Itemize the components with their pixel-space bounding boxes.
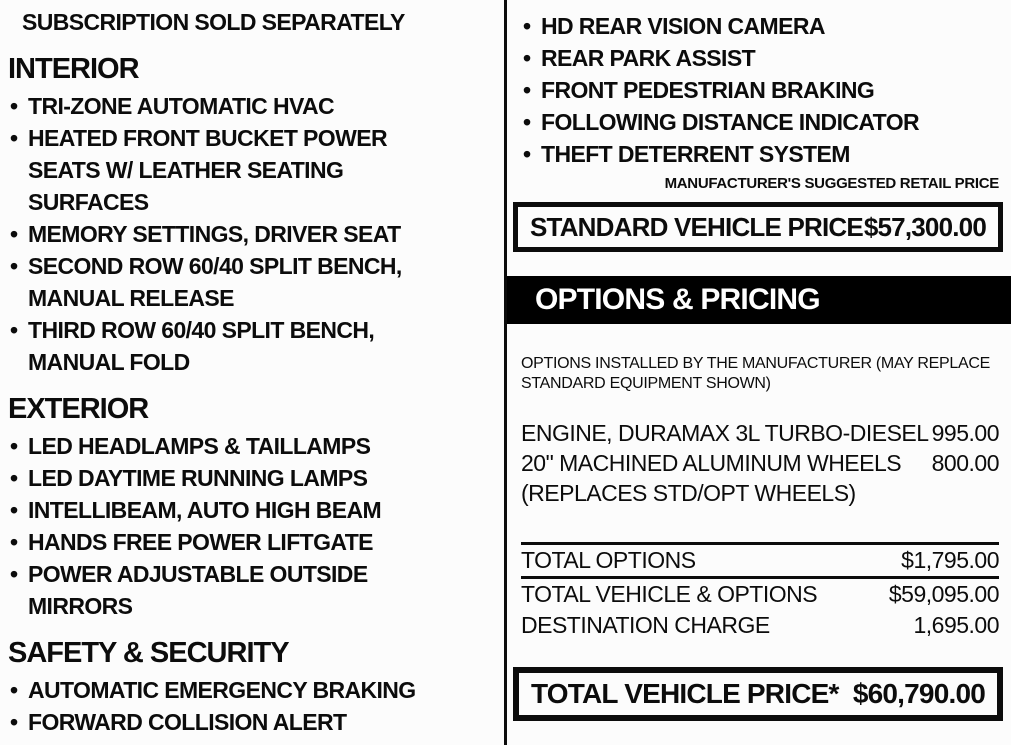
feature-text: SECOND ROW 60/40 SPLIT BENCH, MANUAL REL… [28,253,402,311]
feature-text: POWER ADJUSTABLE OUTSIDE MIRRORS [28,561,368,619]
feature-text: AUTOMATIC EMERGENCY BRAKING [28,677,416,703]
feature-text: REAR PARK ASSIST [541,45,756,71]
feature-item: HANDS FREE POWER LIFTGATE [8,526,494,558]
feature-item: FOLLOWING DISTANCE INDICATOR [521,106,999,138]
pricing-right-column: HD REAR VISION CAMERA REAR PARK ASSIST F… [507,0,1011,745]
features-left-column: SUBSCRIPTION SOLD SEPARATELY INTERIOR TR… [0,0,504,745]
total-label: TOTAL VEHICLE & OPTIONS [521,581,818,607]
feature-text: FOLLOWING DISTANCE INDICATOR [541,109,920,135]
total-value: 1,695.00 [913,612,999,638]
feature-item: SECOND ROW 60/40 SPLIT BENCH, MANUAL REL… [8,250,494,314]
option-row: 20" MACHINED ALUMINUM WHEELS 800.00 [521,448,1000,478]
standard-vehicle-price-box: STANDARD VEHICLE PRICE $57,300.00 [513,202,1003,252]
option-price: 800.00 [931,450,1000,476]
feature-item: LED DAYTIME RUNNING LAMPS [8,462,494,494]
section-heading-interior: INTERIOR [8,53,140,85]
totals-table: TOTAL OPTIONS $1,795.00 TOTAL VEHICLE & … [521,542,1000,641]
option-row: ENGINE, DURAMAX 3L TURBO-DIESEL 995.00 [521,418,1000,448]
feature-text: FRONT PEDESTRIAN BRAKING [541,77,875,103]
feature-item: THIRD ROW 60/40 SPLIT BENCH, MANUAL FOLD [8,314,494,378]
option-price: 995.00 [931,420,1000,446]
subscription-continuation-line: SUBSCRIPTION SOLD SEPARATELY [22,9,405,35]
standard-vehicle-price-label: STANDARD VEHICLE PRICE [530,212,864,242]
option-label: ENGINE, DURAMAX 3L TURBO-DIESEL [521,420,929,446]
feature-item: TRI-ZONE AUTOMATIC HVAC [8,90,494,122]
feature-item: HEATED FRONT BUCKET POWER SEATS W/ LEATH… [8,122,494,218]
column-divider [504,0,507,745]
feature-text: TRI-ZONE AUTOMATIC HVAC [28,93,335,119]
destination-charge-row: DESTINATION CHARGE 1,695.00 [521,610,999,641]
options-installed-note: OPTIONS INSTALLED BY THE MANUFACTURER (M… [521,355,990,392]
option-label: 20" MACHINED ALUMINUM WHEELS [521,450,902,476]
total-vehicle-price-value: $60,790.00 [852,678,986,709]
feature-item: THEFT DETERRENT SYSTEM [521,138,999,170]
feature-item: AUTOMATIC EMERGENCY BRAKING [8,674,494,706]
feature-text: LED HEADLAMPS & TAILLAMPS [28,433,371,459]
feature-item: MEMORY SETTINGS, DRIVER SEAT [8,218,494,250]
feature-item: INTELLIBEAM, AUTO HIGH BEAM [8,494,494,526]
feature-text: MEMORY SETTINGS, DRIVER SEAT [28,221,401,247]
feature-item: FORWARD COLLISION ALERT [8,706,494,738]
msrp-note: MANUFACTURER'S SUGGESTED RETAIL PRICE [664,175,1000,192]
total-vehicle-price-box: TOTAL VEHICLE PRICE* $60,790.00 [513,667,1003,721]
total-label: TOTAL OPTIONS [521,547,696,573]
options-pricing-banner: OPTIONS & PRICING [507,276,1011,324]
feature-text: THEFT DETERRENT SYSTEM [541,141,850,167]
feature-item: POWER ADJUSTABLE OUTSIDE MIRRORS [8,558,494,622]
feature-text: FORWARD COLLISION ALERT [28,709,347,735]
total-value: $59,095.00 [888,581,1000,607]
total-vehicle-options-row: TOTAL VEHICLE & OPTIONS $59,095.00 [521,579,1000,610]
feature-item: LED HEADLAMPS & TAILLAMPS [8,430,494,462]
feature-item: REAR PARK ASSIST [521,42,999,74]
feature-text: INTELLIBEAM, AUTO HIGH BEAM [28,497,382,523]
feature-text: LED DAYTIME RUNNING LAMPS [28,465,368,491]
option-row: (REPLACES STD/OPT WHEELS) [521,478,999,508]
feature-text: HEATED FRONT BUCKET POWER SEATS W/ LEATH… [28,125,388,215]
feature-text: HD REAR VISION CAMERA [541,13,825,39]
total-value: $1,795.00 [901,547,999,573]
feature-text: HANDS FREE POWER LIFTGATE [28,529,374,555]
total-vehicle-price-label: TOTAL VEHICLE PRICE* [531,678,839,709]
feature-item: HD REAR VISION CAMERA [521,10,999,42]
standard-vehicle-price-value: $57,300.00 [863,212,987,242]
total-options-row: TOTAL OPTIONS $1,795.00 [521,545,999,579]
feature-item: FRONT PEDESTRIAN BRAKING [521,74,999,106]
section-heading-safety-security: SAFETY & SECURITY [8,637,290,669]
option-rows: ENGINE, DURAMAX 3L TURBO-DIESEL 995.00 2… [521,418,1000,508]
total-label: DESTINATION CHARGE [521,612,770,638]
section-heading-exterior: EXTERIOR [8,393,149,425]
feature-text: THIRD ROW 60/40 SPLIT BENCH, MANUAL FOLD [28,317,375,375]
option-label: (REPLACES STD/OPT WHEELS) [521,480,856,506]
